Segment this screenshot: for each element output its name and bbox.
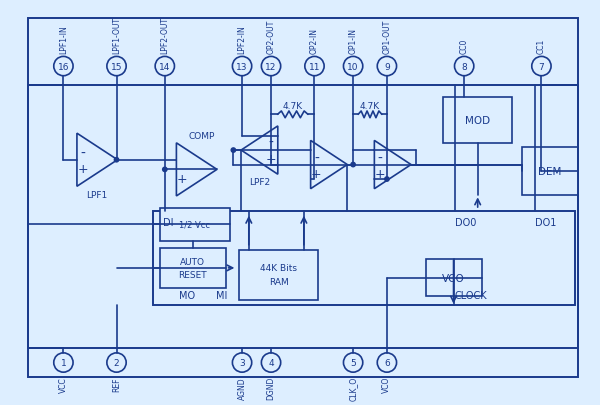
Text: 4.7K: 4.7K	[283, 102, 303, 111]
Text: 13: 13	[236, 62, 248, 71]
Bar	[522, 148, 578, 196]
Text: OP1-IN: OP1-IN	[349, 28, 358, 53]
Text: CLK_O: CLK_O	[349, 376, 358, 400]
Text: 11: 11	[309, 62, 320, 71]
Polygon shape	[176, 143, 217, 196]
Bar	[425, 260, 482, 296]
Polygon shape	[241, 127, 278, 175]
Text: +: +	[375, 167, 385, 180]
Text: 14: 14	[159, 62, 170, 71]
Text: -: -	[80, 147, 85, 160]
Text: LPF1-IN: LPF1-IN	[59, 25, 68, 53]
Bar	[443, 98, 512, 144]
Text: MO: MO	[179, 290, 196, 300]
Text: +: +	[266, 153, 277, 166]
Text: -: -	[378, 151, 383, 165]
Polygon shape	[77, 134, 118, 187]
Text: RAM: RAM	[269, 277, 289, 286]
Polygon shape	[374, 141, 411, 189]
Bar	[239, 250, 319, 300]
Text: +: +	[77, 162, 88, 175]
Text: VCO: VCO	[442, 273, 465, 283]
Text: VCC: VCC	[59, 376, 68, 392]
Text: -: -	[269, 136, 274, 150]
Text: REF: REF	[112, 376, 121, 390]
Text: 6: 6	[384, 358, 390, 367]
Text: CLOCK: CLOCK	[455, 290, 487, 300]
Text: MOD: MOD	[465, 116, 490, 126]
Text: VCO: VCO	[382, 376, 391, 392]
Text: 12: 12	[265, 62, 277, 71]
Text: 1: 1	[61, 358, 66, 367]
Text: LPF2-IN: LPF2-IN	[238, 25, 247, 53]
Text: DO0: DO0	[455, 217, 476, 227]
Circle shape	[230, 148, 236, 153]
Text: DO1: DO1	[535, 217, 556, 227]
Circle shape	[113, 158, 119, 163]
Text: +: +	[177, 172, 188, 185]
Text: 3: 3	[239, 358, 245, 367]
Text: OP2-OUT: OP2-OUT	[266, 19, 275, 53]
Text: CC0: CC0	[460, 38, 469, 53]
Text: LPF2: LPF2	[249, 178, 270, 187]
Text: 44K Bits: 44K Bits	[260, 264, 297, 273]
Bar	[153, 211, 575, 305]
Circle shape	[162, 167, 168, 173]
Text: 7: 7	[539, 62, 544, 71]
Text: DI: DI	[163, 217, 173, 227]
Text: 9: 9	[384, 62, 390, 71]
Text: COMP: COMP	[188, 131, 215, 140]
Text: +: +	[311, 167, 322, 180]
Text: DEM: DEM	[538, 167, 562, 177]
Circle shape	[350, 162, 356, 168]
Text: AUTO: AUTO	[181, 257, 205, 266]
Text: OP2-IN: OP2-IN	[310, 28, 319, 53]
Text: CC1: CC1	[537, 38, 546, 53]
Text: OP1-OUT: OP1-OUT	[382, 19, 391, 53]
Bar	[160, 209, 230, 241]
Polygon shape	[311, 141, 347, 189]
Text: 1/2 Vcc: 1/2 Vcc	[179, 220, 210, 229]
Text: AGND: AGND	[238, 376, 247, 399]
Text: 8: 8	[461, 62, 467, 71]
Text: RESET: RESET	[178, 271, 207, 279]
Text: DGND: DGND	[266, 376, 275, 399]
Text: 5: 5	[350, 358, 356, 367]
Text: MI: MI	[216, 290, 227, 300]
Text: 15: 15	[111, 62, 122, 71]
Text: LPF1-OUT: LPF1-OUT	[112, 17, 121, 53]
Bar	[160, 248, 226, 288]
Text: LPF1: LPF1	[86, 190, 108, 199]
Circle shape	[384, 177, 390, 183]
Text: 2: 2	[114, 358, 119, 367]
Text: LPF2-OUT: LPF2-OUT	[160, 17, 169, 53]
Text: 4.7K: 4.7K	[360, 102, 380, 111]
Text: 10: 10	[347, 62, 359, 71]
Text: 16: 16	[58, 62, 69, 71]
Text: -: -	[314, 151, 319, 165]
Text: 4: 4	[268, 358, 274, 367]
